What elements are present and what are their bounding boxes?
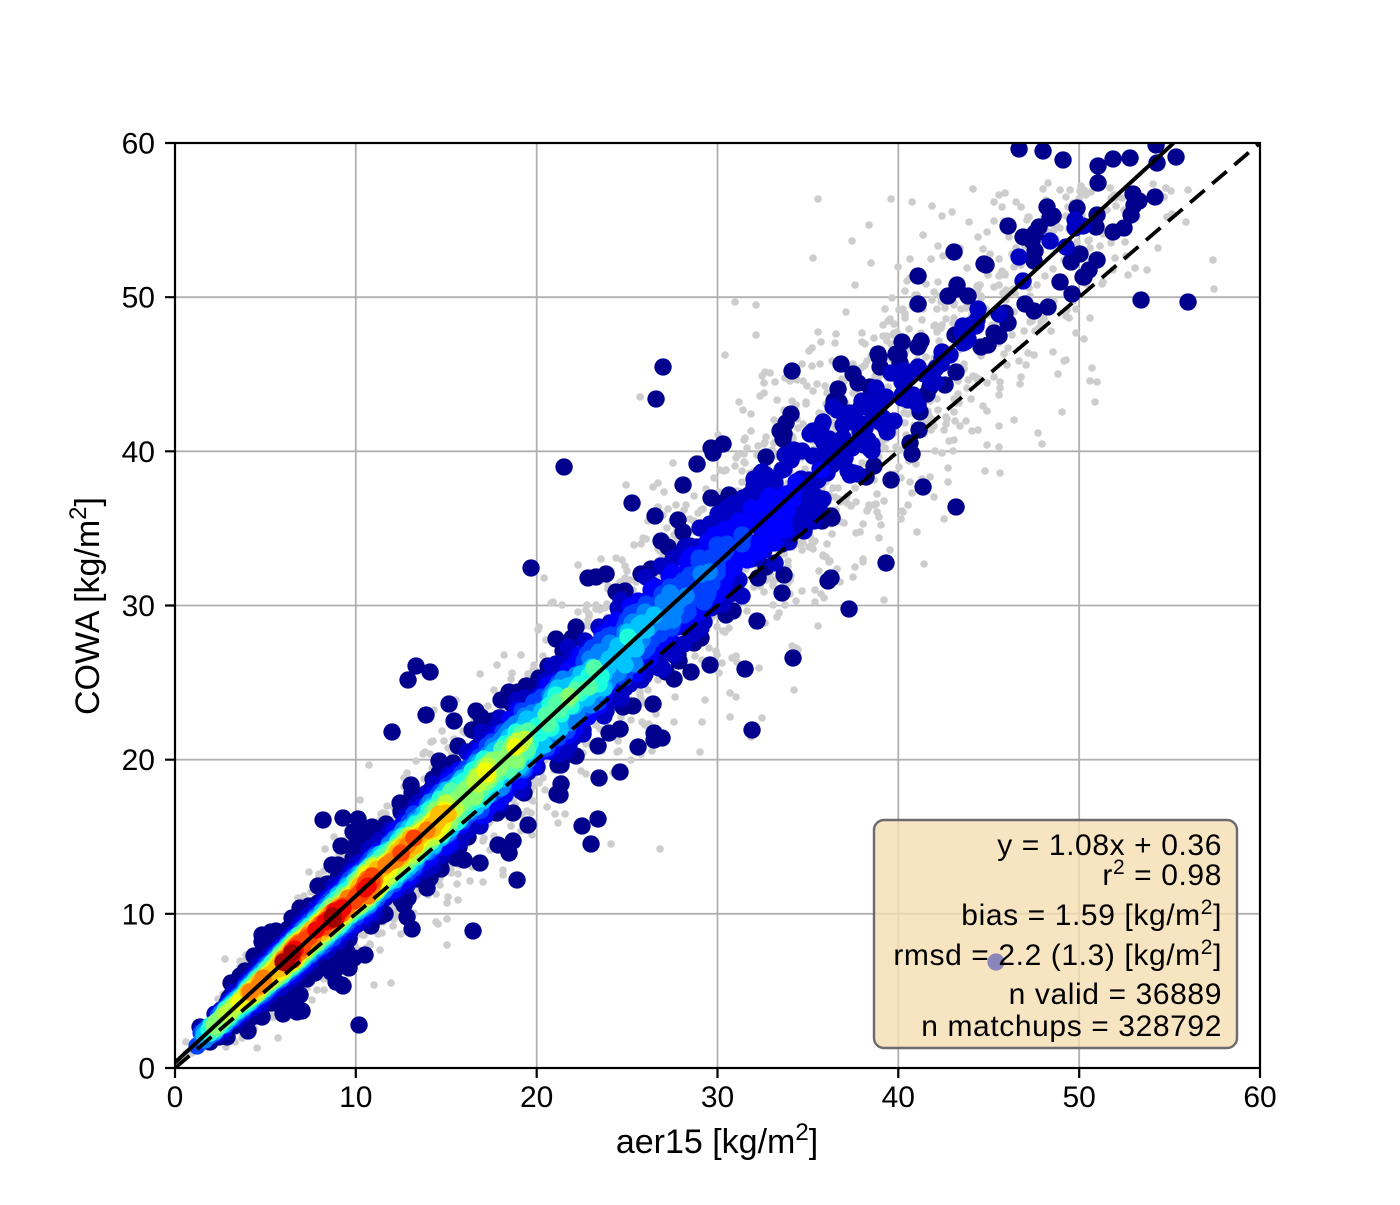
svg-text:rmsd = 2.2 (1.3) [kg/m2]: rmsd = 2.2 (1.3) [kg/m2] bbox=[893, 936, 1222, 972]
svg-text:aer15 [kg/m2]: aer15 [kg/m2] bbox=[616, 1119, 818, 1161]
svg-text:20: 20 bbox=[520, 1081, 553, 1114]
svg-text:40: 40 bbox=[122, 436, 155, 469]
svg-text:y = 1.08x + 0.36: y = 1.08x + 0.36 bbox=[997, 829, 1222, 862]
svg-text:bias = 1.59 [kg/m2]: bias = 1.59 [kg/m2] bbox=[961, 896, 1222, 932]
svg-text:60: 60 bbox=[1243, 1081, 1276, 1114]
svg-text:0: 0 bbox=[138, 1053, 155, 1086]
svg-text:50: 50 bbox=[1063, 1081, 1096, 1114]
svg-text:60: 60 bbox=[122, 128, 155, 161]
svg-text:40: 40 bbox=[882, 1081, 915, 1114]
svg-text:n valid = 36889: n valid = 36889 bbox=[1009, 978, 1222, 1011]
svg-text:10: 10 bbox=[339, 1081, 372, 1114]
svg-text:0: 0 bbox=[167, 1081, 184, 1114]
svg-text:30: 30 bbox=[701, 1081, 734, 1114]
svg-text:50: 50 bbox=[122, 282, 155, 315]
svg-text:n matchups = 328792: n matchups = 328792 bbox=[921, 1010, 1222, 1043]
svg-text:COWA [kg/m2]: COWA [kg/m2] bbox=[65, 497, 107, 715]
svg-text:20: 20 bbox=[122, 744, 155, 777]
svg-text:10: 10 bbox=[122, 898, 155, 931]
svg-text:30: 30 bbox=[122, 590, 155, 623]
